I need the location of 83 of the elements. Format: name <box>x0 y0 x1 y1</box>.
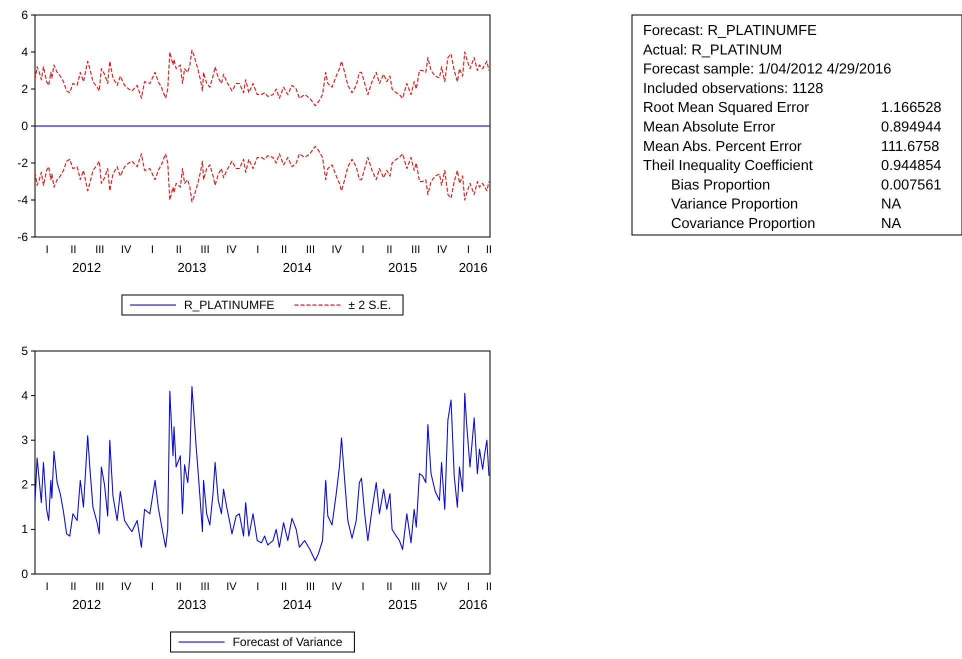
text: II <box>281 580 288 593</box>
text: I <box>46 244 49 256</box>
text: 0.007561 <box>881 177 942 194</box>
text: II <box>486 244 492 256</box>
legend-label: R_PLATINUMFE <box>184 298 274 312</box>
text: Mean Abs. Percent Error <box>643 138 802 155</box>
y-tick-label: 4 <box>21 44 28 59</box>
text: III <box>200 580 210 593</box>
text: II <box>281 244 288 256</box>
y-tick-label: -6 <box>17 230 28 244</box>
text: II <box>486 580 492 593</box>
text: II <box>176 580 182 593</box>
text: III <box>95 244 104 256</box>
text: IV <box>332 244 343 256</box>
y-tick-label: 3 <box>21 433 28 448</box>
text: Variance Proportion <box>671 196 798 213</box>
x-tick-label: 2016 <box>458 597 488 612</box>
text: III <box>95 580 104 593</box>
text: IV <box>120 580 132 593</box>
text: 0.894944 <box>881 120 942 136</box>
x-tick-label: 2015 <box>388 260 418 276</box>
text: I <box>362 244 365 256</box>
text: 0.944854 <box>881 158 942 174</box>
text: Theil Inequality Coefficient <box>643 158 813 174</box>
text: I <box>150 244 154 256</box>
text: I <box>150 580 154 593</box>
x-tick-label: 2013 <box>177 260 206 276</box>
text: Mean Absolute Error <box>643 120 776 136</box>
text: Forecast sample: 1/04/2012 4/29/2016 <box>643 62 892 78</box>
x-tick-label: 2013 <box>177 597 206 612</box>
text: III <box>306 580 316 593</box>
text: Root Mean Squared Error <box>643 100 810 116</box>
text: Forecast: R_PLATINUMFE <box>643 23 818 39</box>
text: IV <box>226 244 238 256</box>
y-tick-label: -4 <box>17 192 28 207</box>
text: II <box>70 244 77 256</box>
y-tick-label: 0 <box>21 566 28 581</box>
y-tick-label: 1 <box>21 522 28 536</box>
text: IV <box>436 580 448 593</box>
text: II <box>70 580 77 593</box>
text: III <box>306 244 316 256</box>
x-tick-label: 2012 <box>72 597 102 612</box>
legend-label: ± 2 S.E. <box>348 298 392 312</box>
y-tick-label: 2 <box>21 478 28 492</box>
text: III <box>200 244 210 256</box>
text: IV <box>436 244 448 256</box>
line-series <box>35 386 490 562</box>
y-tick-label: 5 <box>21 344 28 358</box>
y-tick-label: 6 <box>21 8 28 22</box>
y-tick-label: -2 <box>17 156 28 170</box>
x-tick-label: 2012 <box>72 260 102 276</box>
line-series <box>35 146 490 202</box>
text: NA <box>881 196 902 213</box>
legend-label: Forecast of Variance <box>232 635 343 649</box>
x-tick-label: 2016 <box>458 260 488 276</box>
text: I <box>256 580 260 593</box>
text: Actual: R_PLATINUM <box>643 42 782 58</box>
x-tick-label: 2014 <box>282 260 312 276</box>
text: III <box>411 580 420 593</box>
text: I <box>46 580 49 593</box>
text: IV <box>120 244 132 256</box>
text: I <box>466 244 470 256</box>
text: NA <box>881 216 902 232</box>
text: III <box>411 244 420 256</box>
text: I <box>466 580 470 593</box>
text: Included observations: 1128 <box>643 80 824 97</box>
text: 1.166528 <box>881 100 942 116</box>
text: II <box>176 244 182 256</box>
x-tick-label: 2015 <box>388 597 418 612</box>
text: IV <box>226 580 238 593</box>
text: 111.6758 <box>881 138 940 155</box>
x-tick-label: 2014 <box>282 597 312 612</box>
text: II <box>386 580 392 593</box>
y-tick-label: 4 <box>21 388 28 402</box>
y-tick-label: 0 <box>21 118 28 133</box>
text: I <box>256 244 260 256</box>
y-tick-label: 2 <box>21 82 28 96</box>
text: Bias Proportion <box>671 177 770 194</box>
line-series <box>35 50 490 106</box>
text: Covariance Proportion <box>671 216 816 232</box>
text: II <box>386 244 392 256</box>
text: IV <box>332 580 343 593</box>
text: I <box>362 580 365 593</box>
